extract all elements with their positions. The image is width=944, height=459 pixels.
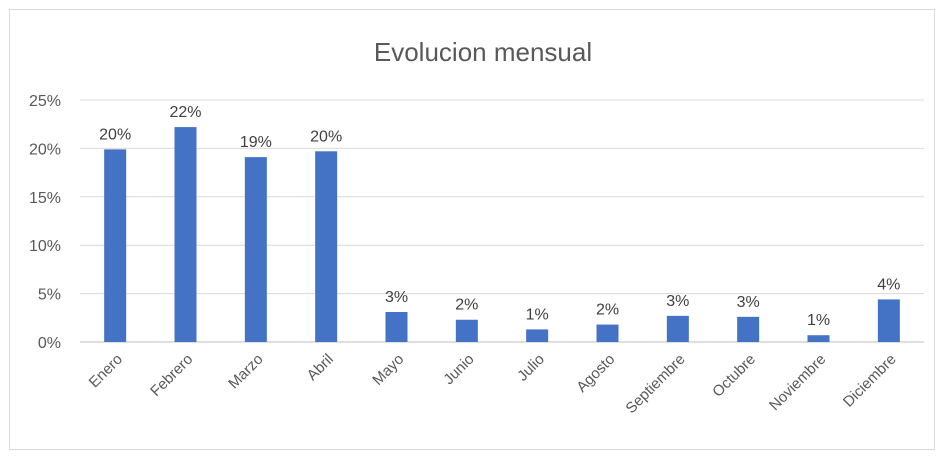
x-tick-label: Junio bbox=[440, 351, 477, 388]
bar-marzo bbox=[244, 157, 267, 342]
x-tick-label: Abril bbox=[304, 351, 337, 384]
bar-diciembre bbox=[877, 299, 900, 342]
chart-frame bbox=[9, 9, 935, 450]
y-tick-label: 25% bbox=[29, 93, 61, 110]
x-tick-label: Mayo bbox=[369, 351, 407, 389]
gridlines bbox=[80, 99, 924, 343]
data-labels: 20% 22% 19% 20% 3% 2% 1% 2% 3% 3% 1% 4% bbox=[99, 104, 900, 329]
data-label: 1% bbox=[807, 312, 830, 329]
data-label: 2% bbox=[596, 302, 619, 319]
data-label: 4% bbox=[877, 276, 900, 293]
x-tick-label: Octubre bbox=[709, 351, 759, 401]
data-label: 19% bbox=[240, 134, 272, 151]
y-tick-label: 20% bbox=[29, 141, 61, 158]
chart-title: Evolucion mensual bbox=[374, 37, 592, 67]
y-tick-label: 15% bbox=[29, 190, 61, 207]
data-label: 20% bbox=[99, 126, 131, 143]
x-tick-label: Diciembre bbox=[840, 351, 900, 411]
data-label: 3% bbox=[666, 293, 689, 310]
x-tick-label: Enero bbox=[86, 351, 126, 391]
bar-junio bbox=[455, 319, 478, 342]
x-tick-label: Septiembre bbox=[622, 351, 688, 417]
x-axis-categories: Enero Febrero Marzo Abril Mayo Junio Julio Agos… bbox=[86, 351, 900, 417]
bar-febrero bbox=[174, 127, 197, 342]
data-label: 3% bbox=[737, 294, 760, 311]
data-label: 1% bbox=[526, 306, 549, 323]
bar-mayo bbox=[385, 311, 408, 342]
y-tick-label: 10% bbox=[29, 238, 61, 255]
bar-julio bbox=[526, 329, 549, 342]
y-axis-ticks: 0% 5% 10% 15% 20% 25% bbox=[29, 93, 61, 352]
x-tick-label: Marzo bbox=[225, 351, 266, 392]
bar-agosto bbox=[596, 324, 619, 342]
data-label: 22% bbox=[169, 104, 201, 121]
x-tick-label: Julio bbox=[514, 351, 548, 385]
bars bbox=[104, 127, 900, 342]
x-tick-label: Agosto bbox=[573, 351, 618, 396]
bar-enero bbox=[104, 149, 127, 342]
bar-octubre bbox=[737, 316, 760, 342]
y-tick-label: 5% bbox=[38, 287, 61, 304]
bar-septiembre bbox=[666, 315, 689, 342]
data-label: 20% bbox=[310, 128, 342, 145]
data-label: 2% bbox=[455, 297, 478, 314]
bar-noviembre bbox=[807, 335, 830, 342]
y-tick-label: 0% bbox=[38, 335, 61, 352]
x-tick-label: Noviembre bbox=[766, 351, 829, 414]
x-tick-label: Febrero bbox=[147, 351, 196, 400]
data-label: 3% bbox=[385, 289, 408, 306]
bar-abril bbox=[315, 151, 338, 342]
